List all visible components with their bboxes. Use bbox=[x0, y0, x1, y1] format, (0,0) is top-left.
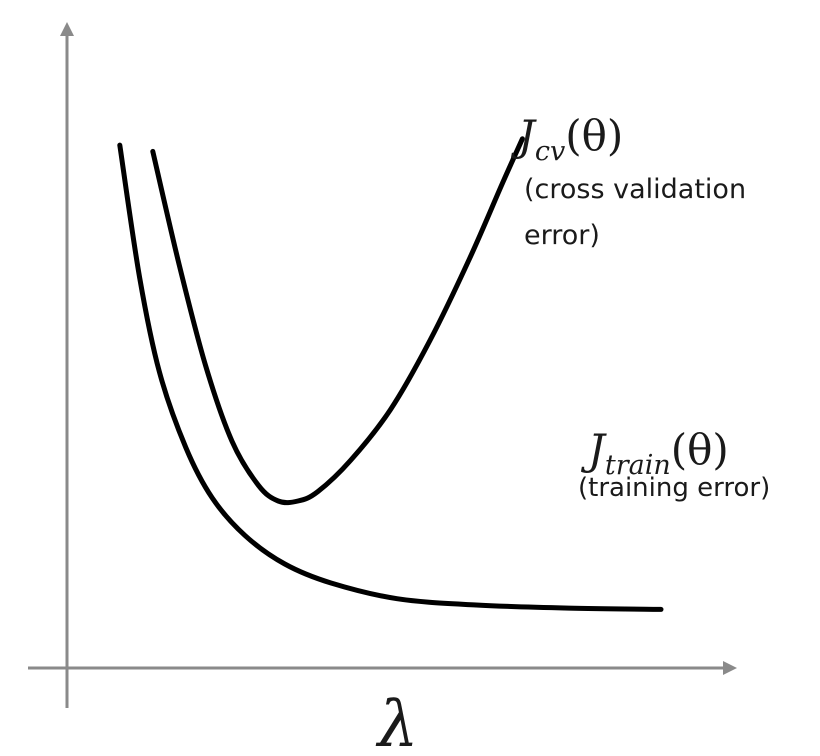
series-cv-math-label: Jcv(θ) bbox=[510, 111, 623, 167]
series-train-math-base: J bbox=[580, 425, 607, 474]
series-cv-note-line-2: error) bbox=[524, 220, 600, 251]
series-train-line bbox=[120, 145, 661, 609]
series-cv-math-sub: cv bbox=[535, 136, 565, 167]
series-train-note-line-1: (training error) bbox=[578, 473, 770, 503]
series-cv-line bbox=[153, 139, 523, 503]
x-axis-label: λ bbox=[375, 688, 419, 756]
series-train-math-arg: (θ) bbox=[671, 425, 729, 474]
y-axis-arrow bbox=[60, 22, 74, 36]
series-cv-note-line-1: (cross validation bbox=[524, 174, 746, 205]
x-axis-arrow bbox=[723, 661, 737, 675]
series-cv-math-arg: (θ) bbox=[565, 111, 623, 160]
